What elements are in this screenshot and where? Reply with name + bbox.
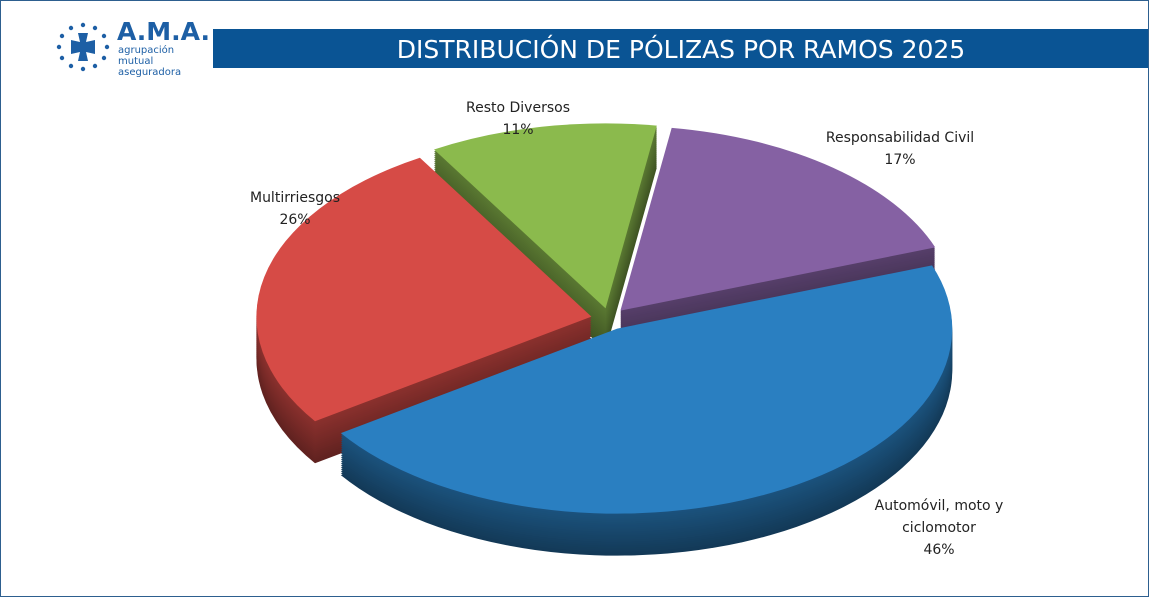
chart-title: DISTRIBUCIÓN DE PÓLIZAS POR RAMOS 2025 [213, 29, 1148, 68]
slice-label: Resto Diversos 11% [466, 97, 570, 141]
value-label: 11% [502, 122, 534, 138]
value-label: 17% [884, 152, 916, 168]
slice-label: Multirriesgos 26% [250, 187, 340, 231]
slice [256, 157, 592, 422]
value-label: 46% [923, 542, 955, 558]
category-name: Multirriesgos [249, 190, 341, 206]
slice-label: Responsabilidad Civil 17% [826, 127, 974, 171]
slice [340, 265, 953, 514]
slice [434, 123, 657, 309]
logo-tagline: agrupación mutual aseguradora [118, 45, 182, 78]
category-name: Automóvil, moto y ciclomotor [874, 498, 1004, 536]
category-name: Responsabilidad Civil [825, 130, 975, 146]
category-name: Resto Diversos [466, 100, 570, 116]
value-label: 26% [279, 212, 311, 228]
logo-emblem [56, 22, 110, 72]
logo-name: A.M.A. [117, 17, 210, 46]
slice [620, 127, 936, 311]
slice-label: Automóvil, moto y ciclomotor 46% [864, 495, 1014, 561]
